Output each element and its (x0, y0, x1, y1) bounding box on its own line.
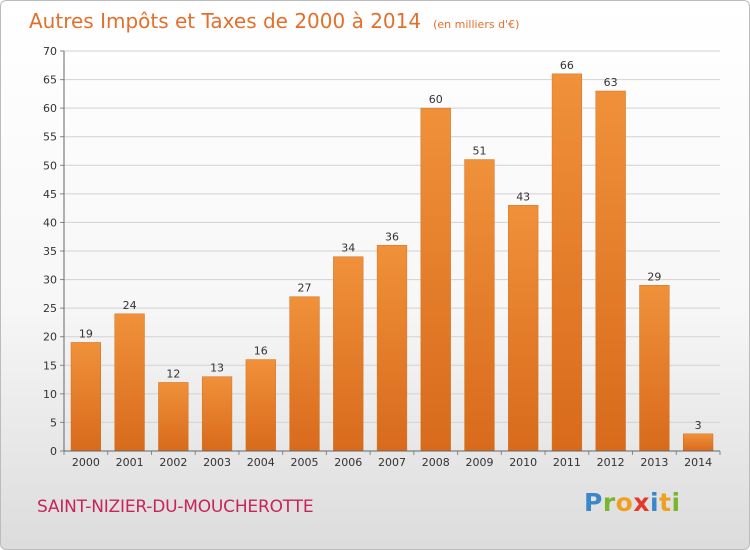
x-tick-label: 2002 (159, 456, 187, 469)
logo-letter: i (650, 488, 660, 517)
commune-name: SAINT-NIZIER-DU-MOUCHEROTTE (37, 497, 314, 517)
bar-2001 (114, 313, 145, 452)
proxiti-logo: Proxiti (584, 488, 681, 517)
logo-letter: t (659, 488, 672, 517)
bar-2004 (245, 359, 276, 452)
bar-2014 (683, 433, 714, 452)
y-tick-label: 65 (43, 74, 57, 87)
bar-2009 (464, 159, 495, 452)
bar-value-label: 19 (79, 327, 93, 340)
bar-2006 (333, 256, 364, 452)
bar-2010 (508, 205, 539, 452)
y-tick-label: 5 (50, 416, 57, 429)
x-tick-label: 2013 (640, 456, 668, 469)
logo-letter: r (602, 488, 616, 517)
bar-value-label: 3 (695, 419, 702, 432)
bar-value-label: 27 (298, 282, 312, 295)
x-axis-ticks: 2000 2001 2002 2003 2004 2005 2006 2007 2008 2009… (63, 451, 721, 469)
chart-title-main: Autres Impôts et Taxes de 2000 à 2014 (29, 9, 421, 33)
bar-2003 (201, 376, 233, 452)
bar-value-label: 34 (341, 242, 355, 255)
bar-value-label: 43 (516, 190, 530, 203)
x-tick-label: 2001 (116, 456, 144, 469)
bar-2011 (551, 73, 583, 452)
chart-title: Autres Impôts et Taxes de 2000 à 2014 (e… (29, 9, 519, 33)
bar-value-label: 29 (647, 270, 661, 283)
y-tick-label: 40 (43, 216, 57, 229)
logo-letter: i (671, 488, 681, 517)
x-tick-label: 2000 (72, 456, 100, 469)
bar-value-label: 66 (560, 59, 574, 72)
y-tick-label: 20 (43, 331, 57, 344)
x-tick-label: 2003 (203, 456, 231, 469)
x-tick-label: 2004 (247, 456, 275, 469)
bar-2002 (158, 382, 189, 452)
bar-2012 (595, 90, 626, 452)
x-tick-label: 2007 (378, 456, 406, 469)
bar-value-label: 63 (604, 76, 618, 89)
y-tick-label: 30 (43, 274, 57, 287)
x-tick-label: 2005 (291, 456, 319, 469)
y-tick-label: 0 (50, 445, 57, 458)
bar-value-label: 36 (385, 230, 399, 243)
axes (63, 51, 720, 452)
y-tick-label: 10 (43, 388, 57, 401)
x-tick-label: 2012 (597, 456, 625, 469)
bar-value-label: 24 (123, 299, 137, 312)
y-tick-label: 50 (43, 159, 57, 172)
bar-2008 (420, 107, 451, 452)
y-tick-label: 60 (43, 102, 57, 115)
x-tick-label: 2008 (422, 456, 450, 469)
bar-value-label: 51 (472, 145, 486, 158)
bars: 19 24 12 13 16 27 34 36 60 51 43 66 63 29 3 (70, 59, 714, 452)
bar-value-label: 16 (254, 345, 268, 358)
y-tick-label: 25 (43, 302, 57, 315)
bar-2005 (289, 296, 320, 452)
bar-2007 (376, 245, 408, 452)
x-tick-label: 2006 (334, 456, 362, 469)
bar-value-label: 12 (166, 367, 180, 380)
logo-letter: o (615, 488, 634, 517)
bar-2000 (70, 342, 101, 452)
x-tick-label: 2010 (509, 456, 537, 469)
bar-2013 (639, 285, 670, 452)
x-tick-label: 2009 (465, 456, 493, 469)
y-axis-ticks: 0 5 10 15 20 25 30 35 40 45 50 55 60 65 70 (43, 45, 64, 458)
x-tick-label: 2011 (553, 456, 581, 469)
bar-value-label: 60 (429, 93, 443, 106)
y-tick-label: 15 (43, 359, 57, 372)
y-tick-label: 35 (43, 245, 57, 258)
bar-value-label: 13 (210, 362, 224, 375)
x-tick-label: 2014 (684, 456, 712, 469)
logo-letter: x (633, 488, 650, 517)
chart-title-unit: (en milliers d'€) (433, 18, 519, 31)
y-tick-label: 45 (43, 188, 57, 201)
y-tick-label: 55 (43, 131, 57, 144)
logo-letter: P (584, 488, 603, 517)
y-tick-label: 70 (43, 45, 57, 58)
